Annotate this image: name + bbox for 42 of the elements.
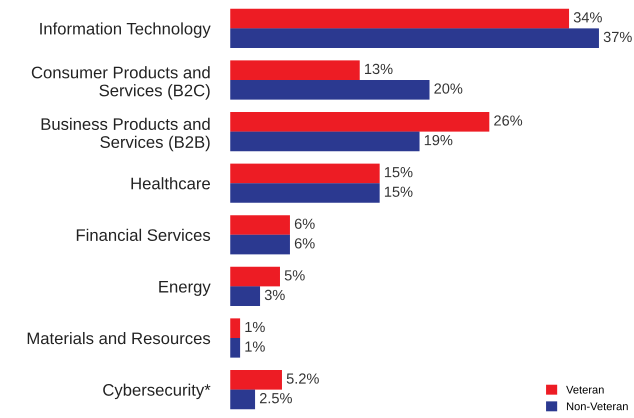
data-label: 2.5% bbox=[260, 393, 292, 404]
data-label: 3% bbox=[264, 290, 285, 300]
data-label: 15% bbox=[384, 186, 412, 197]
bar bbox=[230, 338, 240, 358]
bar bbox=[230, 234, 290, 254]
bar bbox=[230, 286, 260, 306]
data-label: 1% bbox=[245, 341, 265, 352]
y-tick-label: Healthcare bbox=[131, 177, 210, 190]
data-label: 5% bbox=[284, 270, 305, 281]
y-tick-label: Consumer Products and Services (B2C) bbox=[32, 66, 210, 100]
bar bbox=[230, 132, 420, 152]
data-label: 19% bbox=[424, 134, 452, 146]
bar bbox=[230, 8, 570, 28]
bar bbox=[230, 266, 280, 286]
data-label: 1% bbox=[245, 322, 265, 332]
data-label: 5.2% bbox=[286, 373, 319, 384]
data-label: 37% bbox=[604, 32, 632, 42]
bar bbox=[230, 370, 282, 390]
data-label: 34% bbox=[574, 12, 602, 22]
bar bbox=[230, 183, 380, 203]
bar bbox=[230, 80, 430, 100]
y-tick-label: Materials and Resources bbox=[28, 332, 210, 344]
data-label: 6% bbox=[294, 238, 315, 249]
bar bbox=[230, 164, 380, 184]
data-label: 26% bbox=[494, 115, 522, 126]
bar bbox=[230, 112, 490, 132]
y-tick-label: Energy bbox=[159, 280, 211, 296]
data-label: 6% bbox=[294, 218, 315, 229]
data-label: 20% bbox=[434, 83, 462, 94]
y-tick-label: Business Products and Services (B2B) bbox=[42, 118, 210, 152]
y-tick-label: Cybersecurity* bbox=[103, 384, 210, 400]
bar bbox=[230, 215, 290, 235]
y-tick-label: Information Technology bbox=[40, 22, 211, 38]
bar bbox=[230, 60, 360, 80]
bar bbox=[230, 28, 599, 48]
data-label: 15% bbox=[384, 167, 412, 178]
bar bbox=[230, 390, 256, 410]
legend-label: Veteran bbox=[566, 386, 604, 394]
legend-label: Non-Veteran bbox=[566, 402, 628, 410]
bar bbox=[230, 318, 240, 338]
data-label: 13% bbox=[365, 64, 393, 74]
y-tick-label: Financial Services bbox=[76, 228, 210, 242]
